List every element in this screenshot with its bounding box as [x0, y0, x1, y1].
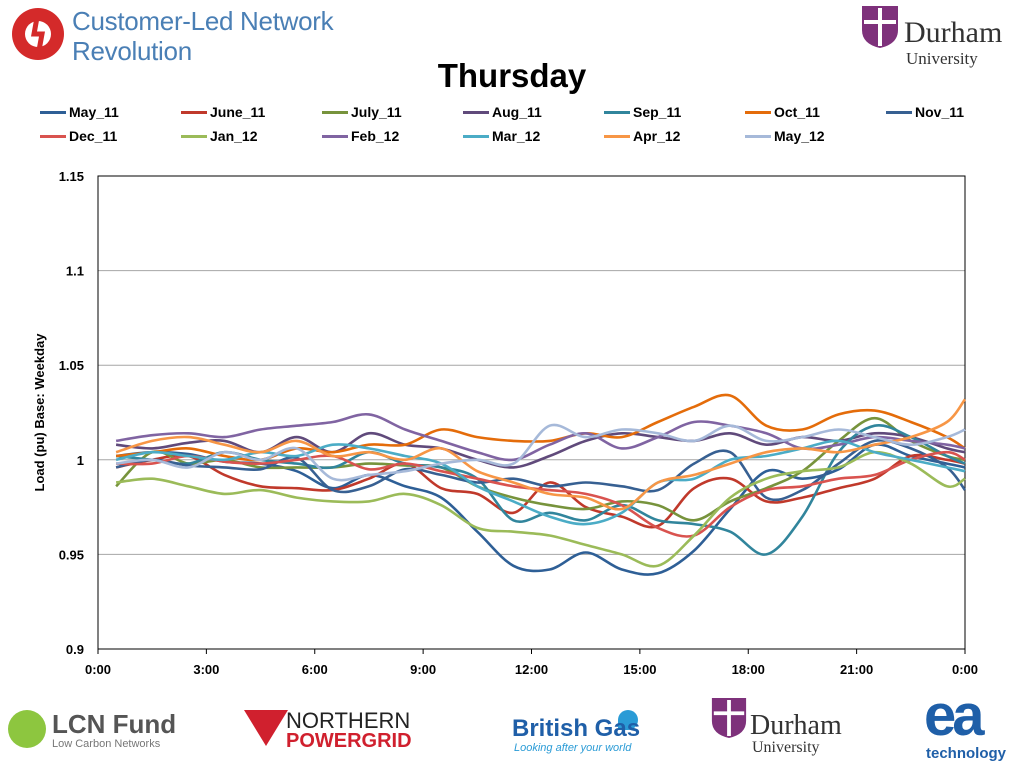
british-gas-flame-icon: [618, 710, 638, 730]
legend-label: May_11: [69, 104, 119, 120]
series-line-feb_12: [115, 412, 966, 462]
durham-sub: University: [906, 49, 978, 68]
legend-label: Mar_12: [492, 128, 541, 144]
legend-swatch: [745, 110, 771, 114]
bg-sub: Looking after your world: [514, 742, 632, 754]
y-tick-label: 1.05: [59, 358, 84, 373]
legend-swatch: [463, 134, 489, 138]
x-tick-label: 15:00: [623, 662, 656, 677]
series-line-nov_11: [115, 439, 967, 502]
footer-logos: LCN Fund Low Carbon Networks NORTHERN PO…: [0, 686, 1024, 768]
legend-swatch: [181, 110, 207, 114]
legend-swatch: [604, 110, 630, 114]
legend-swatch: [322, 110, 348, 114]
legend-swatch: [886, 110, 912, 114]
legend-label: Sep_11: [633, 104, 682, 120]
legend-item-may_12: May_12: [745, 126, 825, 146]
legend-label: July_11: [351, 104, 402, 120]
x-tick-label: 12:00: [515, 662, 548, 677]
durham-name: Durham: [904, 16, 1003, 49]
legend-swatch: [322, 134, 348, 138]
durham-logo: Durham University: [860, 4, 1020, 70]
legend-item-july_11: July_11: [322, 102, 402, 122]
series-line-jan_12: [115, 450, 966, 568]
durham-crest-icon: [862, 6, 898, 48]
y-axis-title: Load (pu) Base: Weekday: [32, 333, 47, 492]
durham-footer-sub: University: [752, 739, 820, 756]
ea-technology-logo: ea technology: [920, 686, 1020, 766]
npg-line1: NORTHERN: [286, 708, 411, 733]
legend-label: Feb_12: [351, 128, 400, 144]
legend-swatch: [181, 134, 207, 138]
legend-item-may_11: May_11: [40, 102, 119, 122]
lcn-title: LCN Fund: [52, 709, 177, 739]
line-chart: 0.9 0.95 1 1.05 1.1 1.15 0:00 3:00 6:00 9:00 12:00…: [32, 169, 978, 677]
legend-item-oct_11: Oct_11: [745, 102, 820, 122]
header: Customer-Led Network Revolution Durham U…: [0, 0, 1024, 70]
clnr-line2: Revolution: [72, 36, 192, 66]
ea-title: ea: [924, 683, 984, 748]
plot-area: [97, 175, 966, 650]
legend-swatch: [604, 134, 630, 138]
x-tick-label: 18:00: [732, 662, 765, 677]
x-tick-label: 0:00: [85, 662, 111, 677]
northern-powergrid-logo: NORTHERN POWERGRID: [244, 710, 429, 752]
legend-label: Jan_12: [210, 128, 258, 144]
legend-item-aug_11: Aug_11: [463, 102, 542, 122]
chart-title: Thursday: [437, 57, 587, 94]
clnr-logo-icon: [12, 8, 64, 60]
legend-label: June_11: [210, 104, 266, 120]
legend-swatch: [463, 110, 489, 114]
y-tick-label: 0.95: [59, 547, 84, 562]
x-tick-label: 6:00: [302, 662, 328, 677]
x-tick-label: 21:00: [840, 662, 873, 677]
legend-label: May_12: [774, 128, 825, 144]
legend-item-june_11: June_11: [181, 102, 265, 122]
legend-item-apr_12: Apr_12: [604, 126, 680, 146]
british-gas-logo: British Gas Looking after your world: [510, 710, 650, 760]
legend-label: Aug_11: [492, 104, 542, 120]
legend-item-nov_11: Nov_11: [886, 102, 964, 122]
lcn-leaf-icon: [8, 710, 46, 748]
lcn-sub: Low Carbon Networks: [52, 738, 161, 750]
legend-item-jan_12: Jan_12: [181, 126, 257, 146]
legend-item-dec_11: Dec_11: [40, 126, 117, 146]
clnr-line1: Customer-Led Network: [72, 6, 334, 36]
legend-swatch: [40, 134, 66, 138]
lcn-fund-logo: LCN Fund Low Carbon Networks: [8, 710, 188, 750]
ea-sub: technology: [926, 745, 1007, 762]
legend-item-mar_12: Mar_12: [463, 126, 540, 146]
y-tick-label: 1.1: [66, 264, 84, 279]
series-line-dec_11: [116, 450, 966, 538]
series-line-apr_12: [115, 398, 967, 511]
y-tick-label: 1.15: [59, 169, 84, 184]
legend-swatch: [40, 110, 66, 114]
x-tick-label: 0:00: [952, 662, 978, 677]
chart-legend: May_11 June_11 July_11 Aug_11 Sep_11 Oct_11 No…: [40, 102, 1020, 152]
x-tick-label: 3:00: [193, 662, 219, 677]
x-tick-label: 9:00: [410, 662, 436, 677]
bg-title: British Gas: [512, 715, 641, 742]
series-line-may_12: [115, 423, 966, 482]
npg-triangle-icon: [244, 710, 288, 746]
npg-line2: POWERGRID: [286, 730, 412, 752]
y-tick-label: 1: [77, 453, 84, 468]
durham-footer-name: Durham: [750, 710, 842, 741]
durham-footer-logo: Durham University: [710, 696, 880, 758]
legend-label: Dec_11: [69, 128, 118, 144]
legend-label: Oct_11: [774, 104, 820, 120]
legend-label: Apr_12: [633, 128, 681, 144]
y-tick-label: 0.9: [66, 642, 84, 657]
legend-swatch: [745, 134, 771, 138]
series-line-june_11: [115, 453, 966, 529]
legend-label: Nov_11: [915, 104, 965, 120]
legend-item-sep_11: Sep_11: [604, 102, 681, 122]
durham-footer-crest-icon: [711, 698, 747, 738]
clnr-wordmark: Customer-Led Network Revolution: [72, 6, 334, 66]
legend-item-feb_12: Feb_12: [322, 126, 399, 146]
